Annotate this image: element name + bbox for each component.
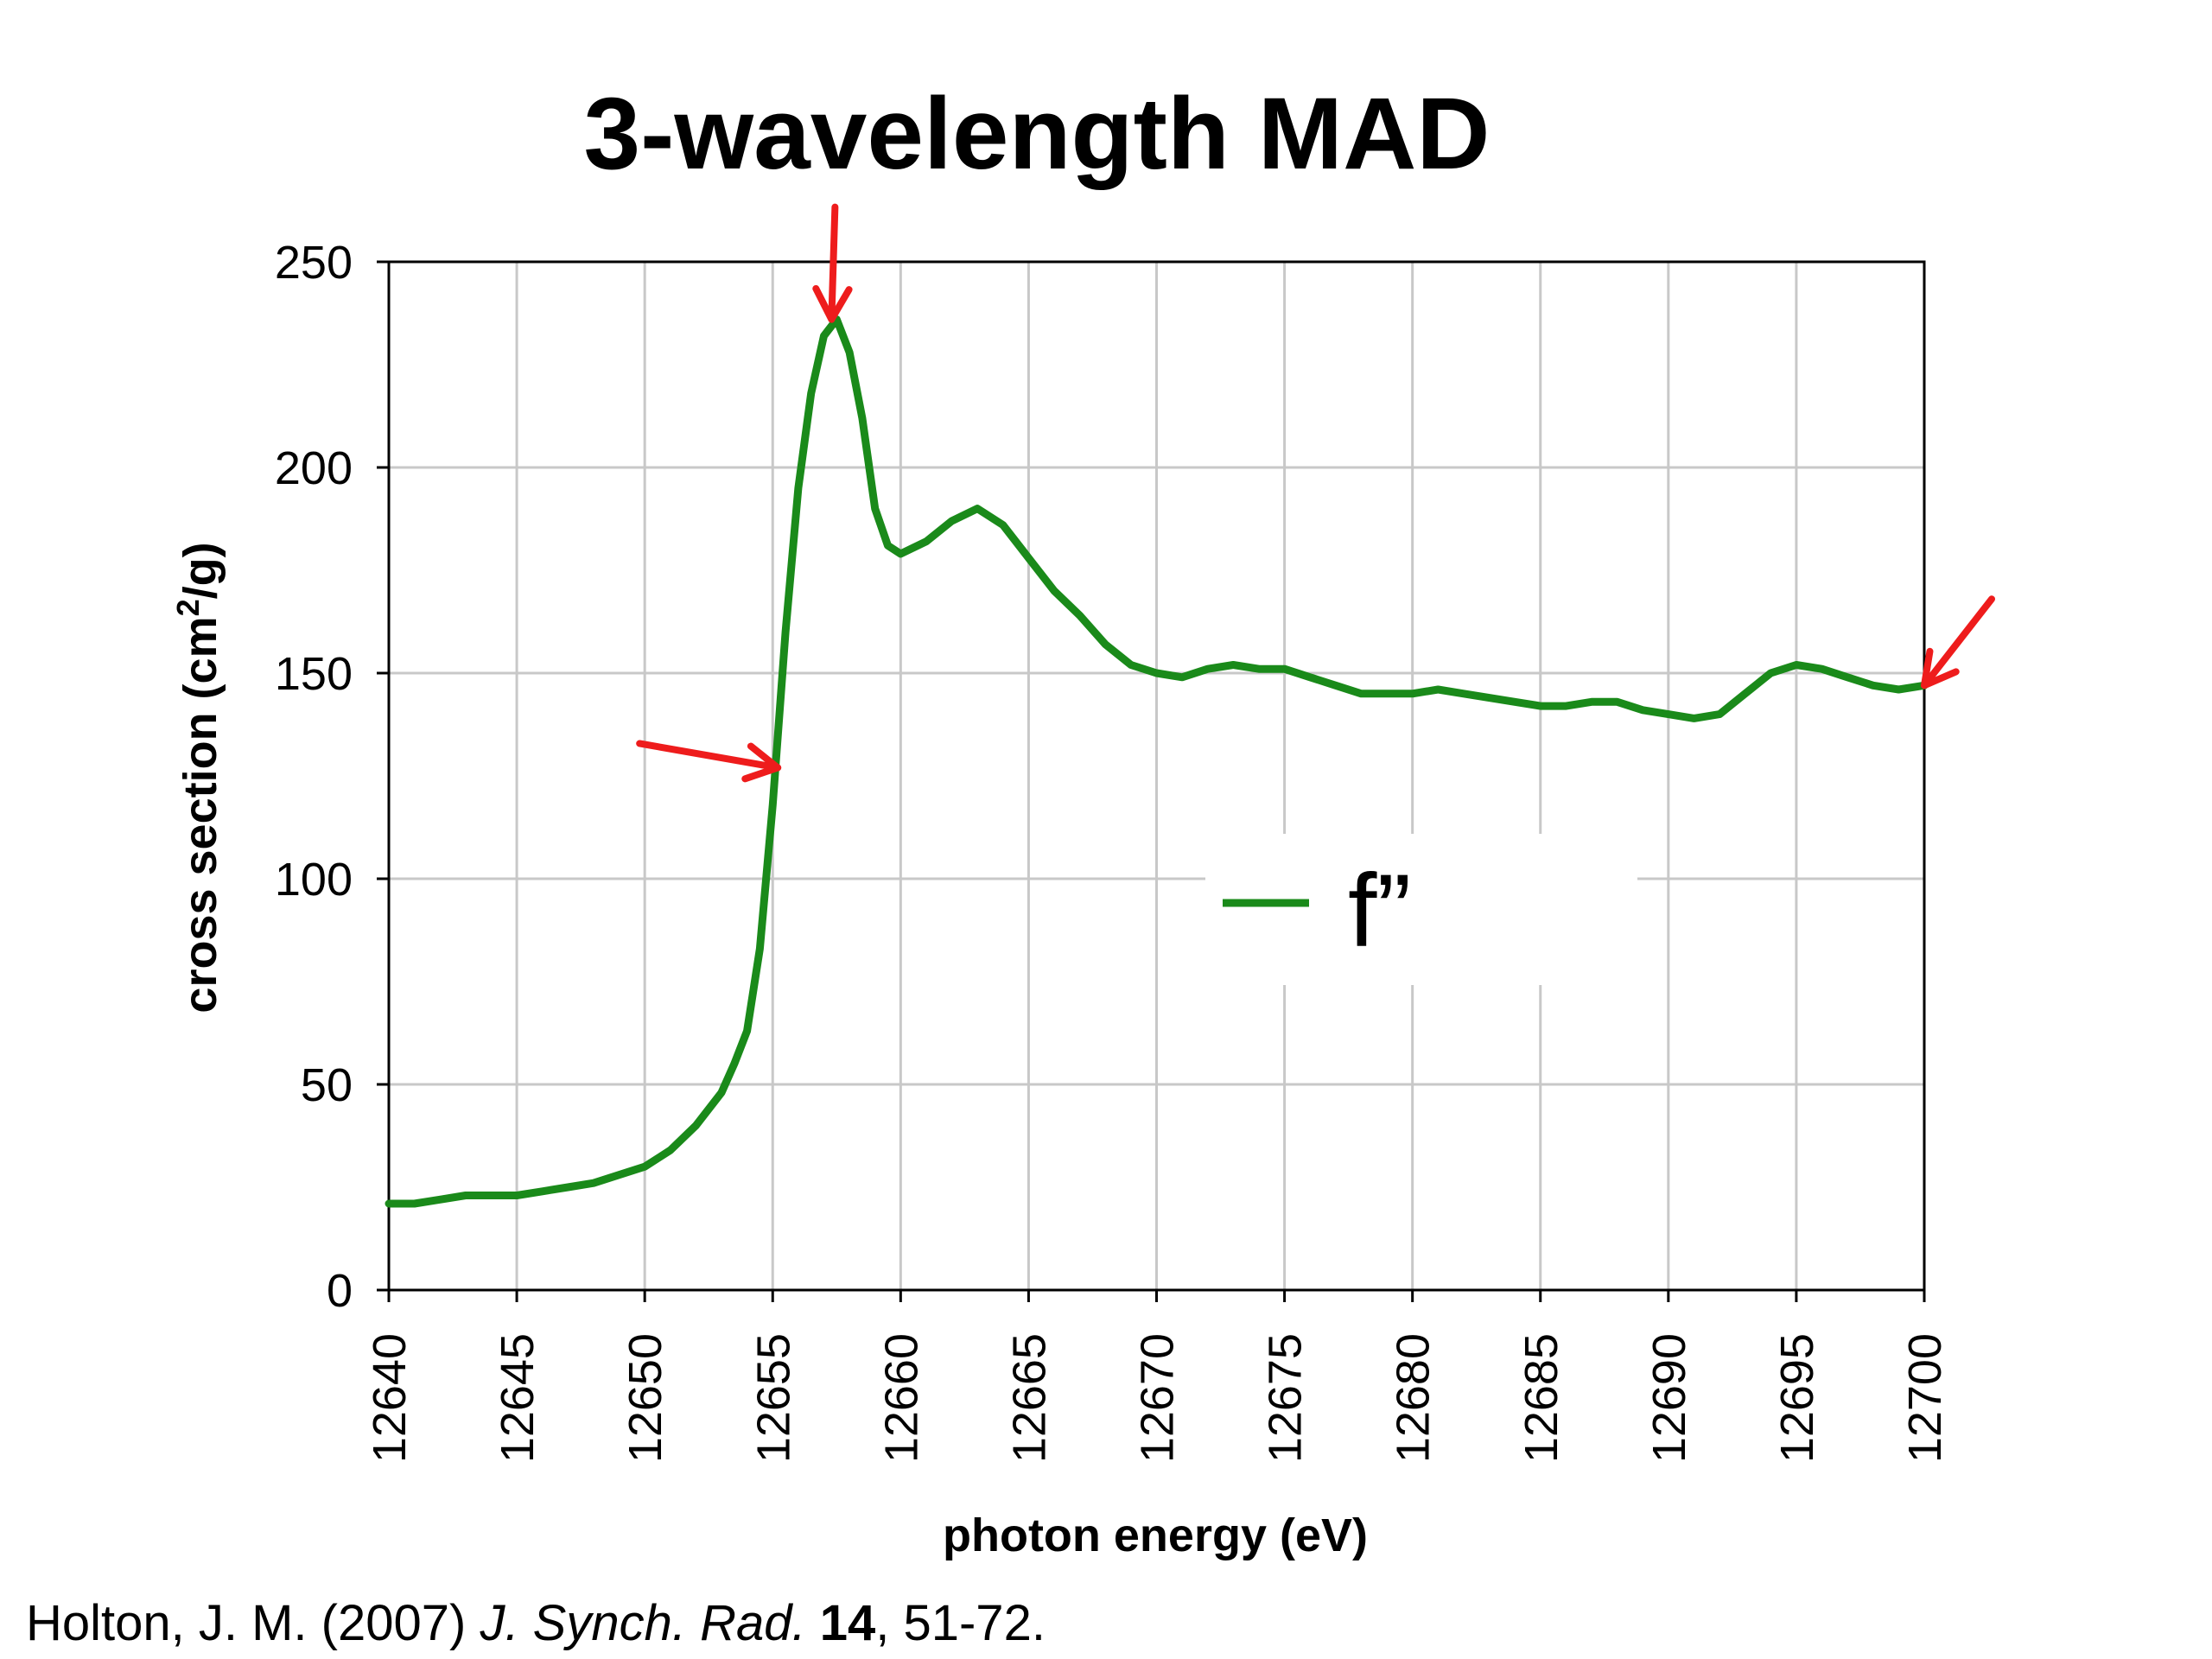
y-axis-label-sup: 2 bbox=[170, 599, 206, 616]
x-tick-label: 12660 bbox=[875, 1333, 927, 1463]
y-tick-label: 250 bbox=[275, 237, 353, 289]
x-tick-label: 12665 bbox=[1003, 1333, 1055, 1463]
x-tick-label: 12675 bbox=[1260, 1333, 1312, 1463]
citation-journal: J. Synch. Rad. bbox=[480, 1595, 806, 1651]
arrow-markers bbox=[636, 203, 1995, 783]
arrow-head bbox=[1921, 647, 1960, 690]
y-tick-label: 150 bbox=[275, 648, 353, 700]
arrow-shaft bbox=[636, 740, 782, 772]
arrow-marker bbox=[1921, 595, 1995, 690]
x-tick-label: 12650 bbox=[620, 1333, 671, 1463]
arrow-marker bbox=[812, 203, 853, 323]
x-tick-labels: 12640 12645 12650 12655 12660 12665 12670 12675… bbox=[364, 1333, 1951, 1463]
x-tick-label: 12680 bbox=[1388, 1333, 1440, 1463]
x-tick-label: 12640 bbox=[364, 1333, 416, 1463]
citation-authors: Holton, J. M. (2007) bbox=[26, 1595, 480, 1651]
y-tick-label: 200 bbox=[275, 442, 353, 494]
arrow-shaft bbox=[1921, 595, 1995, 690]
x-axis-label: photon energy (eV) bbox=[943, 1510, 1368, 1561]
arrow-head bbox=[812, 284, 853, 323]
citation: Holton, J. M. (2007) J. Synch. Rad. 14, … bbox=[26, 1594, 1046, 1652]
x-tick-label: 12645 bbox=[492, 1333, 543, 1463]
y-tick-label: 50 bbox=[301, 1059, 353, 1111]
grid bbox=[389, 260, 1926, 1290]
y-axis-label: cross section (cm2/g) bbox=[170, 542, 227, 1013]
y-tick-labels: 0 50 100 150 200 250 bbox=[275, 237, 353, 1317]
arrow-shaft bbox=[828, 203, 839, 323]
x-tick-label: 12655 bbox=[747, 1333, 799, 1463]
citation-volume: 14 bbox=[819, 1595, 876, 1651]
x-tick-label: 12670 bbox=[1132, 1333, 1184, 1463]
arrow-marker bbox=[636, 740, 782, 783]
y-tick-label: 100 bbox=[275, 854, 353, 906]
chart-title: 3-wavelength MAD bbox=[583, 77, 1490, 191]
y-axis-label-tail: /g) bbox=[175, 542, 226, 599]
axes bbox=[377, 260, 1926, 1302]
y-tick-label: 0 bbox=[327, 1265, 353, 1317]
x-tick-label: 12690 bbox=[1643, 1333, 1695, 1463]
series-line-f bbox=[385, 315, 1929, 1208]
x-tick-label: 12700 bbox=[1899, 1333, 1951, 1463]
citation-pages: , 51-72. bbox=[875, 1595, 1046, 1651]
plot-frame bbox=[387, 260, 1926, 1292]
y-axis-label-main: cross section (cm bbox=[175, 616, 226, 1013]
x-tick-label: 12685 bbox=[1516, 1333, 1567, 1463]
arrow-head bbox=[741, 742, 782, 783]
legend-background bbox=[1205, 834, 1637, 985]
legend-label: f” bbox=[1348, 853, 1411, 969]
legend: f” bbox=[1205, 834, 1637, 985]
x-tick-label: 12695 bbox=[1771, 1333, 1823, 1463]
